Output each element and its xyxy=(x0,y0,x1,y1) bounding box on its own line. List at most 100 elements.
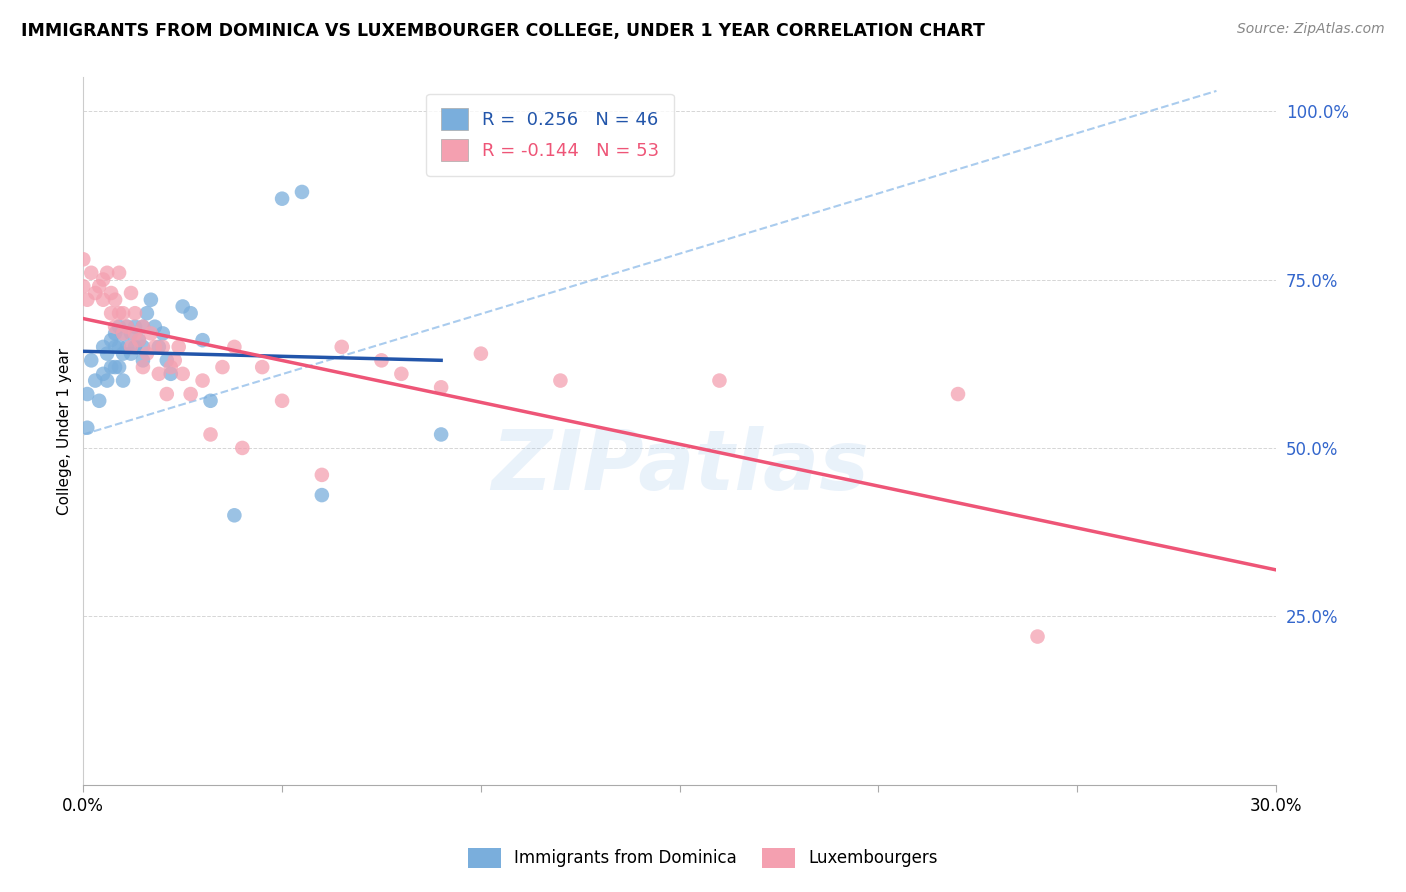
Point xyxy=(132,319,155,334)
Point xyxy=(108,319,131,334)
Point xyxy=(120,285,142,300)
Point xyxy=(124,306,146,320)
Point xyxy=(172,300,194,314)
Point xyxy=(946,387,969,401)
Point xyxy=(104,340,127,354)
Point xyxy=(100,306,122,320)
Point xyxy=(76,293,98,307)
Point xyxy=(311,467,333,482)
Point xyxy=(132,340,155,354)
Point xyxy=(143,340,166,354)
Point xyxy=(108,340,131,354)
Text: ZIPatlas: ZIPatlas xyxy=(491,426,869,507)
Point xyxy=(104,326,127,341)
Point xyxy=(139,293,162,307)
Point xyxy=(172,367,194,381)
Point xyxy=(76,421,98,435)
Point xyxy=(89,393,111,408)
Point xyxy=(96,374,118,388)
Point xyxy=(180,387,202,401)
Point xyxy=(250,360,273,375)
Point xyxy=(550,374,572,388)
Point xyxy=(124,340,146,354)
Point xyxy=(108,360,131,375)
Point xyxy=(96,266,118,280)
Point xyxy=(224,340,246,354)
Point xyxy=(128,333,150,347)
Point xyxy=(430,380,453,394)
Point xyxy=(112,374,135,388)
Point xyxy=(100,285,122,300)
Point xyxy=(84,374,107,388)
Point xyxy=(163,353,186,368)
Point xyxy=(159,360,181,375)
Point xyxy=(132,353,155,368)
Text: IMMIGRANTS FROM DOMINICA VS LUXEMBOURGER COLLEGE, UNDER 1 YEAR CORRELATION CHART: IMMIGRANTS FROM DOMINICA VS LUXEMBOURGER… xyxy=(21,22,986,40)
Point xyxy=(148,340,170,354)
Point xyxy=(389,367,412,381)
Point xyxy=(1026,630,1049,644)
Point xyxy=(124,319,146,334)
Point xyxy=(291,185,314,199)
Point xyxy=(80,266,103,280)
Point xyxy=(100,333,122,347)
Point xyxy=(180,306,202,320)
Point xyxy=(100,360,122,375)
Point xyxy=(84,285,107,300)
Point xyxy=(72,279,94,293)
Point xyxy=(191,333,214,347)
Legend: Immigrants from Dominica, Luxembourgers: Immigrants from Dominica, Luxembourgers xyxy=(461,841,945,875)
Point xyxy=(115,319,138,334)
Point xyxy=(128,333,150,347)
Point xyxy=(224,508,246,523)
Point xyxy=(271,192,294,206)
Point xyxy=(112,306,135,320)
Point xyxy=(132,319,155,334)
Point xyxy=(200,427,222,442)
Point xyxy=(139,326,162,341)
Point xyxy=(470,346,492,360)
Point xyxy=(148,367,170,381)
Point xyxy=(143,319,166,334)
Point xyxy=(330,340,353,354)
Point xyxy=(89,279,111,293)
Point xyxy=(112,346,135,360)
Point xyxy=(91,340,114,354)
Point xyxy=(104,360,127,375)
Point xyxy=(115,319,138,334)
Point xyxy=(80,353,103,368)
Point xyxy=(709,374,731,388)
Point xyxy=(200,393,222,408)
Point xyxy=(159,367,181,381)
Point xyxy=(167,340,190,354)
Point xyxy=(135,346,157,360)
Point xyxy=(91,367,114,381)
Point xyxy=(108,266,131,280)
Point xyxy=(311,488,333,502)
Text: Source: ZipAtlas.com: Source: ZipAtlas.com xyxy=(1237,22,1385,37)
Point xyxy=(156,387,179,401)
Point xyxy=(72,252,94,267)
Point xyxy=(124,326,146,341)
Point xyxy=(231,441,253,455)
Point xyxy=(152,326,174,341)
Point xyxy=(96,346,118,360)
Legend: R =  0.256   N = 46, R = -0.144   N = 53: R = 0.256 N = 46, R = -0.144 N = 53 xyxy=(426,94,673,176)
Point xyxy=(191,374,214,388)
Point xyxy=(156,353,179,368)
Point xyxy=(135,306,157,320)
Point xyxy=(91,272,114,286)
Point xyxy=(132,360,155,375)
Point xyxy=(120,346,142,360)
Point xyxy=(430,427,453,442)
Point xyxy=(115,340,138,354)
Point xyxy=(370,353,392,368)
Point xyxy=(76,387,98,401)
Point xyxy=(108,306,131,320)
Y-axis label: College, Under 1 year: College, Under 1 year xyxy=(58,348,72,515)
Point xyxy=(152,340,174,354)
Point xyxy=(120,340,142,354)
Point xyxy=(112,326,135,341)
Point xyxy=(211,360,233,375)
Point xyxy=(271,393,294,408)
